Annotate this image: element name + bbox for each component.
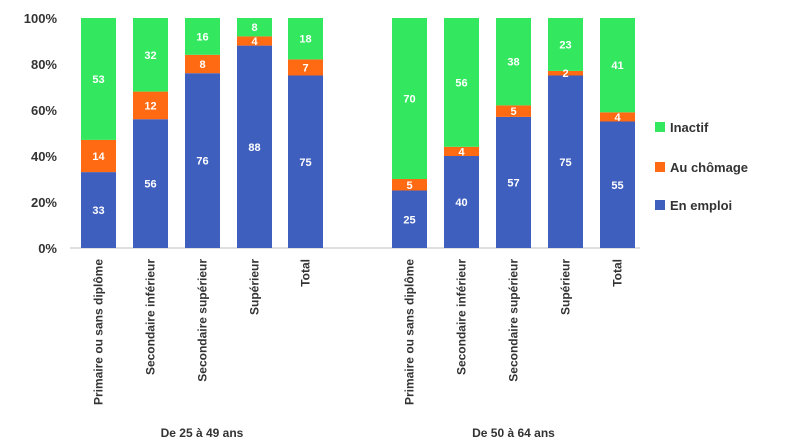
- category-label: Total: [611, 259, 625, 287]
- bar-segment-inactif: [237, 18, 272, 37]
- data-label: 70: [403, 94, 415, 106]
- y-tick-label: 100%: [24, 11, 58, 26]
- bar-segment-inactif: [392, 18, 427, 179]
- data-label: 76: [196, 156, 208, 168]
- data-label: 41: [611, 60, 623, 72]
- bar-segment-au_chomage: [496, 105, 531, 117]
- bar-segment-inactif: [133, 18, 168, 92]
- category-label: Total: [299, 259, 313, 287]
- data-label: 75: [559, 157, 571, 169]
- legend-label-inactif: Inactif: [670, 120, 709, 135]
- data-label: 23: [559, 39, 571, 51]
- data-label: 32: [144, 50, 156, 62]
- category-label: Secondaire supérieur: [196, 259, 210, 382]
- data-label: 53: [92, 74, 104, 86]
- bar-segment-au_chomage: [444, 146, 479, 156]
- bar-segment-au_chomage: [600, 112, 635, 122]
- bar-segment-au_chomage: [81, 139, 116, 173]
- bar-segment-en_emploi: [496, 116, 531, 249]
- data-label: 38: [507, 57, 519, 69]
- data-label: 56: [455, 77, 467, 89]
- bar-segment-au_chomage: [237, 36, 272, 46]
- data-label: 88: [248, 142, 260, 154]
- y-tick-label: 60%: [31, 103, 57, 118]
- data-label: 18: [299, 34, 311, 46]
- bar-segment-au_chomage: [133, 91, 168, 120]
- data-label: 25: [403, 214, 415, 226]
- group-label: De 50 à 64 ans: [472, 426, 555, 440]
- legend-swatch-en_emploi: [655, 200, 665, 210]
- data-label: 5: [406, 180, 412, 192]
- legend-swatch-au_chomage: [655, 162, 665, 172]
- data-label: 8: [199, 59, 205, 71]
- group-label: De 25 à 49 ans: [161, 426, 244, 440]
- bar-segment-inactif: [185, 18, 220, 55]
- data-label: 14: [92, 151, 105, 163]
- category-label: Primaire ou sans diplôme: [403, 259, 417, 405]
- bar-segment-en_emploi: [600, 121, 635, 248]
- data-label: 75: [299, 157, 311, 169]
- data-label: 33: [92, 205, 104, 217]
- bar-segment-inactif: [496, 18, 531, 106]
- bar-segment-en_emploi: [444, 156, 479, 248]
- y-tick-label: 40%: [31, 149, 57, 164]
- category-label: Supérieur: [248, 259, 262, 315]
- category-label: Secondaire inférieur: [144, 259, 158, 375]
- bar-segment-au_chomage: [185, 54, 220, 74]
- bar-segment-en_emploi: [288, 75, 323, 248]
- bar-segment-inactif: [444, 18, 479, 147]
- bar-segment-en_emploi: [237, 45, 272, 248]
- group-labels: De 25 à 49 ans De 50 à 64 ans: [161, 426, 556, 440]
- category-label: Supérieur: [559, 259, 573, 315]
- bar-segment-inactif: [288, 18, 323, 60]
- data-label: 55: [611, 180, 623, 192]
- bar-segment-au_chomage: [548, 70, 583, 76]
- legend-label-en_emploi: En emploi: [670, 198, 732, 213]
- legend: Inactif Au chômage En emploi: [655, 120, 748, 213]
- data-label: 56: [144, 179, 156, 191]
- bar-segment-inactif: [81, 18, 116, 140]
- data-label: 40: [455, 197, 467, 209]
- value-labels: 3314535612327681688487571825570404565753…: [92, 22, 623, 226]
- bar-segment-inactif: [600, 18, 635, 113]
- bars: [81, 18, 635, 249]
- bar-segment-en_emploi: [81, 172, 116, 248]
- y-tick-label: 0%: [38, 241, 57, 256]
- data-label: 12: [144, 100, 156, 112]
- data-label: 8: [251, 22, 257, 34]
- bar-segment-inactif: [548, 18, 583, 71]
- category-label: Primaire ou sans diplôme: [92, 259, 106, 405]
- y-tick-label: 20%: [31, 195, 57, 210]
- data-label: 16: [196, 31, 208, 43]
- category-label: Secondaire supérieur: [507, 259, 521, 382]
- data-label: 5: [510, 106, 516, 118]
- bar-segment-en_emploi: [133, 119, 168, 248]
- bar-segment-au_chomage: [288, 59, 323, 76]
- data-label: 57: [507, 177, 519, 189]
- data-label: 2: [562, 68, 568, 80]
- data-label: 4: [251, 36, 258, 48]
- data-label: 4: [614, 112, 621, 124]
- bar-segment-en_emploi: [392, 190, 427, 248]
- data-label: 4: [458, 146, 465, 158]
- legend-label-au_chomage: Au chômage: [670, 160, 748, 175]
- bar-segment-au_chomage: [392, 179, 427, 191]
- bar-segment-en_emploi: [548, 75, 583, 248]
- y-axis: 0% 20% 40% 60% 80% 100%: [24, 11, 640, 256]
- legend-swatch-inactif: [655, 122, 665, 132]
- category-labels: Primaire ou sans diplôme Secondaire infér…: [92, 259, 625, 405]
- bar-segment-en_emploi: [185, 73, 220, 248]
- category-label: Secondaire inférieur: [455, 259, 469, 375]
- data-label: 7: [302, 62, 308, 74]
- y-tick-label: 80%: [31, 57, 57, 72]
